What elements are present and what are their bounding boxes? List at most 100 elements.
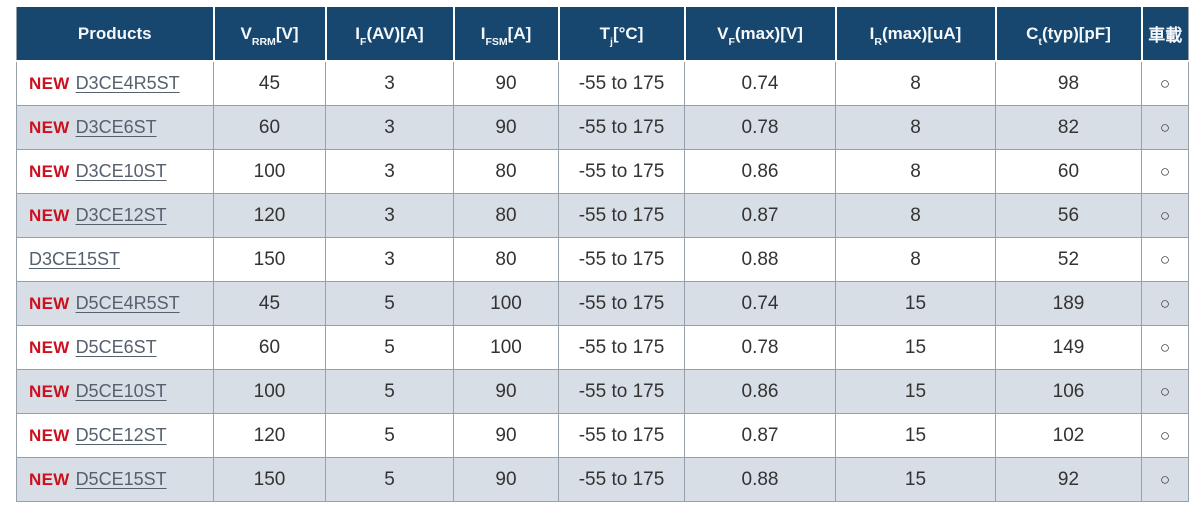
ifsm-cell: 90 <box>453 369 559 414</box>
tj-cell: -55 to 175 <box>558 237 685 282</box>
column-header: Products <box>16 7 214 62</box>
if-av-cell: 5 <box>325 325 454 370</box>
product-cell: NEW D5CE4R5ST <box>16 281 214 326</box>
tj-cell: -55 to 175 <box>558 60 685 106</box>
ir-max-cell: 8 <box>835 237 996 282</box>
automotive-cell: ○ <box>1141 325 1189 370</box>
column-header: VRRM[V] <box>212 7 326 62</box>
vrrm-cell: 150 <box>213 457 326 502</box>
if-av-cell: 3 <box>325 237 454 282</box>
tj-cell: -55 to 175 <box>558 193 685 238</box>
tj-cell: -55 to 175 <box>558 457 685 502</box>
product-link[interactable]: D3CE10ST <box>75 160 167 181</box>
if-av-cell: 3 <box>325 105 454 150</box>
ir-max-cell: 15 <box>835 369 996 414</box>
product-cell: NEW D3CE12ST <box>16 193 214 238</box>
tj-cell: -55 to 175 <box>558 105 685 150</box>
vf-max-cell: 0.87 <box>684 193 836 238</box>
vrrm-cell: 120 <box>213 193 326 238</box>
automotive-cell: ○ <box>1141 281 1189 326</box>
ct-typ-cell: 56 <box>995 193 1142 238</box>
vf-max-cell: 0.88 <box>684 237 836 282</box>
tj-cell: -55 to 175 <box>558 281 685 326</box>
ir-max-cell: 8 <box>835 105 996 150</box>
product-link[interactable]: D5CE15ST <box>75 468 167 489</box>
new-badge: NEW <box>29 293 70 313</box>
vrrm-cell: 60 <box>213 105 326 150</box>
automotive-cell: ○ <box>1141 105 1189 150</box>
product-link[interactable]: D3CE6ST <box>75 116 157 137</box>
ifsm-cell: 80 <box>453 149 559 194</box>
ir-max-cell: 15 <box>835 325 996 370</box>
automotive-cell: ○ <box>1141 237 1189 282</box>
automotive-circle-icon: ○ <box>1159 117 1171 137</box>
ct-typ-cell: 52 <box>995 237 1142 282</box>
product-link[interactable]: D5CE6ST <box>75 336 157 357</box>
product-link[interactable]: D3CE4R5ST <box>75 72 180 93</box>
product-link[interactable]: D5CE10ST <box>75 380 167 401</box>
ct-typ-cell: 92 <box>995 457 1142 502</box>
vrrm-cell: 100 <box>213 369 326 414</box>
ifsm-cell: 90 <box>453 105 559 150</box>
table-row: NEW D5CE12ST 120 5 90 -55 to 175 0.87 15 … <box>16 413 1189 458</box>
ifsm-cell: 100 <box>453 281 559 326</box>
product-link[interactable]: D5CE12ST <box>75 424 167 445</box>
table-row: NEW D3CE6ST 60 3 90 -55 to 175 0.78 8 82 … <box>16 105 1189 150</box>
ifsm-cell: 100 <box>453 325 559 370</box>
automotive-circle-icon: ○ <box>1159 73 1171 93</box>
product-link[interactable]: D3CE15ST <box>29 248 121 269</box>
vf-max-cell: 0.86 <box>684 369 836 414</box>
column-header: IFSM[A] <box>452 7 559 62</box>
table-row: NEW D5CE6ST 60 5 100 -55 to 175 0.78 15 1… <box>16 325 1189 370</box>
ct-typ-cell: 82 <box>995 105 1142 150</box>
product-cell: NEW D5CE6ST <box>16 325 214 370</box>
vf-max-cell: 0.87 <box>684 413 836 458</box>
new-badge: NEW <box>29 205 70 225</box>
product-link[interactable]: D5CE4R5ST <box>75 292 180 313</box>
product-cell: NEW D5CE12ST <box>16 413 214 458</box>
new-badge: NEW <box>29 117 70 137</box>
ct-typ-cell: 189 <box>995 281 1142 326</box>
vrrm-cell: 60 <box>213 325 326 370</box>
automotive-circle-icon: ○ <box>1159 337 1171 357</box>
if-av-cell: 5 <box>325 457 454 502</box>
vrrm-cell: 45 <box>213 60 326 106</box>
automotive-cell: ○ <box>1141 413 1189 458</box>
table-row: NEW D5CE4R5ST 45 5 100 -55 to 175 0.74 15… <box>16 281 1189 326</box>
tj-cell: -55 to 175 <box>558 369 685 414</box>
ifsm-cell: 90 <box>453 457 559 502</box>
table-row: NEW D5CE15ST 150 5 90 -55 to 175 0.88 15 … <box>16 457 1189 502</box>
automotive-circle-icon: ○ <box>1159 425 1171 445</box>
vrrm-cell: 45 <box>213 281 326 326</box>
product-cell: NEW D3CE10ST <box>16 149 214 194</box>
new-badge: NEW <box>29 381 70 401</box>
ir-max-cell: 8 <box>835 193 996 238</box>
automotive-cell: ○ <box>1141 457 1189 502</box>
product-cell: NEW D3CE4R5ST <box>16 60 214 106</box>
product-cell: D3CE15ST <box>16 237 214 282</box>
product-cell: NEW D5CE15ST <box>16 457 214 502</box>
if-av-cell: 5 <box>325 369 454 414</box>
table-row: NEW D5CE10ST 100 5 90 -55 to 175 0.86 15 … <box>16 369 1189 414</box>
ct-typ-cell: 102 <box>995 413 1142 458</box>
vf-max-cell: 0.86 <box>684 149 836 194</box>
new-badge: NEW <box>29 469 70 489</box>
ir-max-cell: 8 <box>835 60 996 106</box>
automotive-cell: ○ <box>1141 369 1189 414</box>
ct-typ-cell: 106 <box>995 369 1142 414</box>
tj-cell: -55 to 175 <box>558 149 685 194</box>
product-link[interactable]: D3CE12ST <box>75 204 167 225</box>
column-header: Tj[°C] <box>557 7 685 62</box>
vf-max-cell: 0.74 <box>684 281 836 326</box>
column-header: VF(max)[V] <box>683 7 836 62</box>
table-row: D3CE15ST 150 3 80 -55 to 175 0.88 8 52 ○ <box>16 237 1189 282</box>
automotive-circle-icon: ○ <box>1159 293 1171 313</box>
new-badge: NEW <box>29 73 70 93</box>
if-av-cell: 5 <box>325 413 454 458</box>
if-av-cell: 3 <box>325 60 454 106</box>
automotive-cell: ○ <box>1141 193 1189 238</box>
vrrm-cell: 100 <box>213 149 326 194</box>
table-row: NEW D3CE10ST 100 3 80 -55 to 175 0.86 8 6… <box>16 149 1189 194</box>
vrrm-cell: 120 <box>213 413 326 458</box>
